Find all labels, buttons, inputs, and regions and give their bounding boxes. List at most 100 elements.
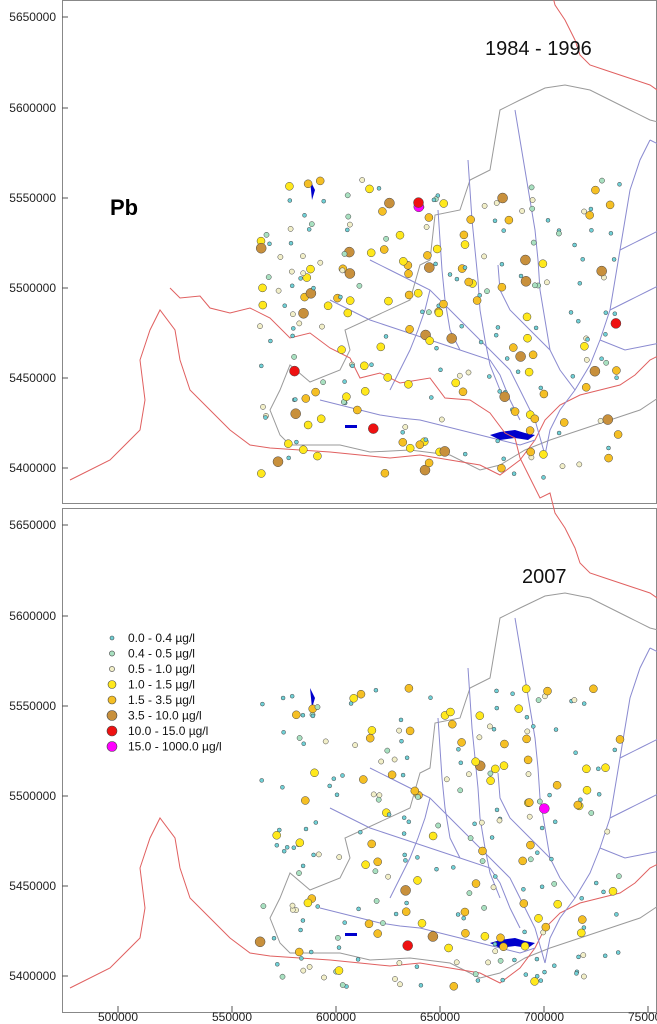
station-marker: [501, 456, 506, 462]
station-marker: [589, 228, 594, 233]
panel-title: 2007: [522, 566, 567, 588]
station-marker: [499, 391, 510, 402]
station-marker: [281, 730, 286, 735]
station-marker: [579, 896, 584, 901]
station-marker: [478, 339, 484, 345]
station-marker: [305, 288, 317, 299]
station-marker: [458, 387, 468, 397]
station-marker: [287, 198, 293, 203]
station-marker: [530, 239, 537, 246]
station-marker: [265, 274, 272, 280]
station-marker: [525, 798, 534, 807]
station-marker: [492, 218, 498, 224]
station-marker: [322, 738, 329, 745]
station-marker: [472, 971, 479, 977]
station-marker: [471, 757, 480, 766]
station-marker: [401, 831, 407, 836]
station-marker: [308, 949, 314, 955]
station-marker: [525, 426, 535, 435]
station-marker: [428, 695, 433, 700]
y-tick-label: 5650000: [9, 518, 56, 532]
station-marker: [300, 918, 306, 923]
station-marker: [259, 778, 264, 783]
station-marker: [605, 200, 615, 210]
station-marker: [344, 268, 356, 279]
station-marker: [404, 380, 413, 389]
station-marker: [493, 332, 499, 338]
station-marker: [601, 889, 606, 895]
station-marker: [402, 940, 413, 951]
station-marker: [277, 254, 284, 260]
station-marker: [466, 890, 473, 896]
station-marker: [608, 231, 614, 236]
station-marker: [311, 387, 320, 397]
station-marker: [315, 904, 320, 909]
station-marker: [268, 338, 273, 344]
station-marker: [539, 825, 545, 831]
station-marker: [375, 796, 382, 803]
station-marker: [399, 738, 404, 744]
station-marker: [429, 395, 434, 400]
x-tick-label: 750000: [628, 1010, 657, 1024]
station-marker: [343, 308, 353, 318]
station-marker: [615, 950, 621, 955]
station-marker: [383, 334, 389, 339]
station-marker: [578, 915, 587, 924]
station-marker: [466, 215, 475, 224]
station-marker: [279, 973, 286, 980]
station-marker: [404, 684, 414, 693]
station-marker: [529, 205, 536, 212]
legend-label: 1.0 - 1.5 µg/l: [128, 678, 195, 692]
station-marker: [310, 768, 319, 778]
station-marker: [395, 230, 405, 240]
station-marker: [271, 935, 277, 941]
station-marker: [588, 206, 594, 212]
station-marker: [424, 213, 434, 222]
map-panel-1: 5650000 5600000 5550000 5500000 5450000 54000…: [9, 0, 657, 504]
station-marker: [495, 438, 500, 444]
station-marker: [402, 852, 407, 858]
station-marker: [339, 982, 346, 988]
station-marker: [384, 296, 393, 306]
station-marker: [451, 865, 456, 870]
station-marker: [427, 931, 439, 942]
station-marker: [535, 850, 540, 855]
station-marker: [476, 734, 483, 741]
station-marker: [494, 688, 499, 694]
station-marker: [497, 282, 507, 292]
station-marker: [556, 230, 562, 237]
station-marker: [434, 345, 439, 351]
station-marker: [446, 707, 455, 717]
station-marker: [504, 215, 514, 225]
station-marker: [510, 691, 515, 696]
station-marker: [538, 259, 548, 268]
station-marker: [334, 792, 340, 798]
station-marker: [599, 177, 605, 184]
station-marker: [475, 978, 481, 983]
station-marker: [379, 245, 389, 254]
station-marker: [356, 689, 366, 699]
station-marker: [527, 856, 534, 863]
station-marker: [539, 884, 545, 890]
station-marker: [258, 283, 267, 293]
station-marker: [402, 424, 409, 430]
map-panel-2: 5650000 5600000 5550000 5500000 5450000 54000…: [9, 287, 657, 1013]
station-marker: [501, 228, 506, 233]
station-marker: [499, 261, 505, 267]
station-marker: [342, 920, 347, 925]
station-marker: [481, 905, 487, 911]
station-marker: [285, 182, 294, 191]
station-marker: [290, 333, 295, 339]
station-marker: [335, 935, 341, 941]
station-marker: [534, 914, 543, 923]
station-marker: [539, 389, 549, 399]
station-marker: [458, 760, 464, 766]
station-marker: [462, 451, 468, 457]
station-marker: [336, 854, 343, 860]
station-marker: [493, 200, 500, 206]
station-marker: [299, 956, 304, 961]
station-marker: [460, 240, 470, 249]
station-marker: [423, 437, 429, 442]
station-marker: [301, 796, 310, 805]
